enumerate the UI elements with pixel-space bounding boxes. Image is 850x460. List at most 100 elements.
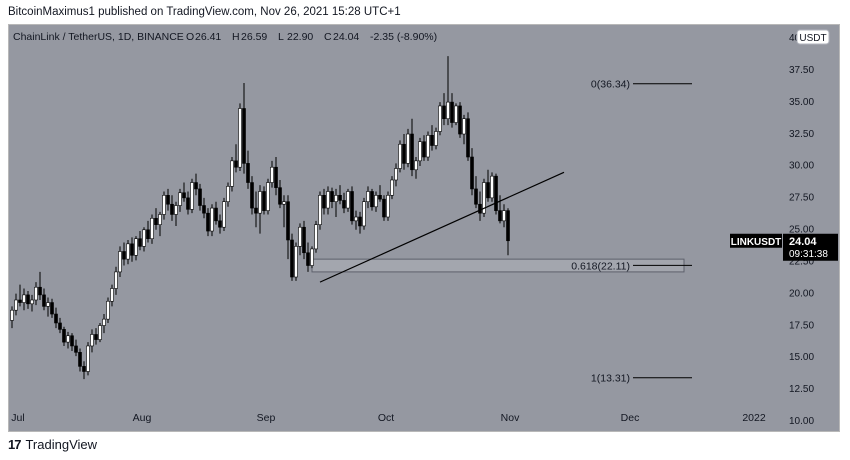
candle-body [302, 226, 306, 254]
x-tick-label: Jul [11, 412, 24, 424]
candle-body [394, 168, 398, 181]
candle-body [274, 166, 278, 188]
y-tick-label: 30.00 [789, 161, 814, 172]
candle-body [314, 224, 318, 250]
candle-body [206, 212, 210, 232]
candle-body [70, 335, 74, 347]
currency-button-label: USDT [799, 33, 826, 44]
candle-body [450, 101, 454, 123]
candle-body [218, 220, 222, 228]
candle-body [62, 329, 66, 343]
candle-body [374, 195, 378, 208]
y-tick-label: 20.00 [789, 288, 814, 299]
candle-body [462, 118, 466, 135]
candle-body [110, 288, 114, 302]
candle-body [50, 302, 54, 315]
y-tick-label: 37.50 [789, 65, 814, 76]
tradingview-footer: 17 TradingView [8, 437, 97, 452]
candle-body [310, 248, 314, 266]
candle-body [270, 166, 274, 183]
candle-body [166, 195, 170, 205]
candle-body [118, 251, 122, 273]
candle-body [82, 366, 86, 372]
candle-body [170, 203, 174, 215]
legend-symbol: ChainLink / TetherUS, 1D, BINANCE [13, 31, 184, 43]
symbol-tag-label: LINKUSDT [731, 237, 782, 248]
candle-body [94, 334, 98, 340]
legend-change: -2.35 (-8.90%) [370, 31, 437, 43]
candle-body [418, 141, 422, 162]
candle-body [154, 217, 158, 225]
candle-body [382, 198, 386, 218]
candle-body [158, 214, 162, 225]
candle-body [322, 195, 326, 209]
candle-body [258, 191, 262, 214]
candle-body [238, 108, 242, 168]
candle-body [254, 207, 258, 214]
candle-body [14, 299, 18, 311]
publisher-line: BitcoinMaximus1 published on TradingView… [8, 6, 401, 18]
candle-body [186, 197, 190, 210]
candle-body [338, 195, 342, 201]
candle-body [426, 135, 430, 158]
fib-level-label: 0(36.34) [591, 79, 630, 91]
legend-c-value: 24.04 [333, 31, 359, 43]
candle-body [102, 318, 106, 326]
currency-button[interactable] [796, 29, 830, 45]
candle-body [298, 226, 302, 247]
candle-body [466, 118, 470, 158]
candle-body [318, 195, 322, 225]
candle-body [442, 105, 446, 120]
candle-body [446, 101, 450, 120]
candle-body [390, 179, 394, 196]
candle-body [38, 286, 42, 296]
candle-body [378, 195, 382, 200]
candle-body [86, 345, 90, 372]
chart-frame[interactable] [8, 24, 840, 432]
candle-body [150, 217, 154, 240]
candle-body [42, 294, 46, 307]
candle-body [250, 182, 254, 209]
candle-body [430, 135, 434, 146]
candle-body [130, 243, 134, 256]
candle-body [74, 345, 78, 353]
candle-body [246, 163, 250, 183]
candle-body [90, 334, 94, 347]
candle-body [454, 105, 458, 123]
x-tick-label: Oct [378, 412, 394, 424]
candle-body [282, 201, 286, 205]
candle-body [182, 192, 186, 199]
candle-body [362, 201, 366, 227]
candle-body [386, 195, 390, 218]
candle-body [290, 239, 294, 278]
candle-body [46, 302, 50, 307]
candle-body [214, 207, 218, 222]
candle-body [366, 191, 370, 202]
last-price-label: 24.04 [789, 236, 817, 248]
legend-o-label: O [186, 31, 194, 43]
candle-body [398, 143, 402, 169]
legend-h-value: 26.59 [241, 31, 267, 43]
y-tick-label: 25.00 [789, 225, 814, 236]
candle-body [142, 229, 146, 247]
candle-body [210, 207, 214, 232]
candle-body [222, 201, 226, 228]
x-tick-label: Sep [257, 412, 276, 424]
candle-body [54, 313, 58, 324]
y-tick-label: 27.50 [789, 193, 814, 204]
fib-level-label: 1(13.31) [591, 373, 630, 385]
legend-c-label: C [324, 31, 332, 43]
candle-body [178, 192, 182, 206]
trendline[interactable] [319, 171, 565, 283]
candle-body [234, 160, 238, 168]
candle-body [422, 141, 426, 158]
y-tick-label: 32.50 [789, 129, 814, 140]
candle-body [470, 156, 474, 190]
legend-l-value: 22.90 [287, 31, 313, 43]
fib-level-label: 0.618(22.11) [571, 260, 630, 272]
candle-body [202, 205, 206, 214]
legend-h-label: H [232, 31, 240, 43]
candle-body [30, 299, 34, 305]
candle-body [350, 191, 354, 222]
